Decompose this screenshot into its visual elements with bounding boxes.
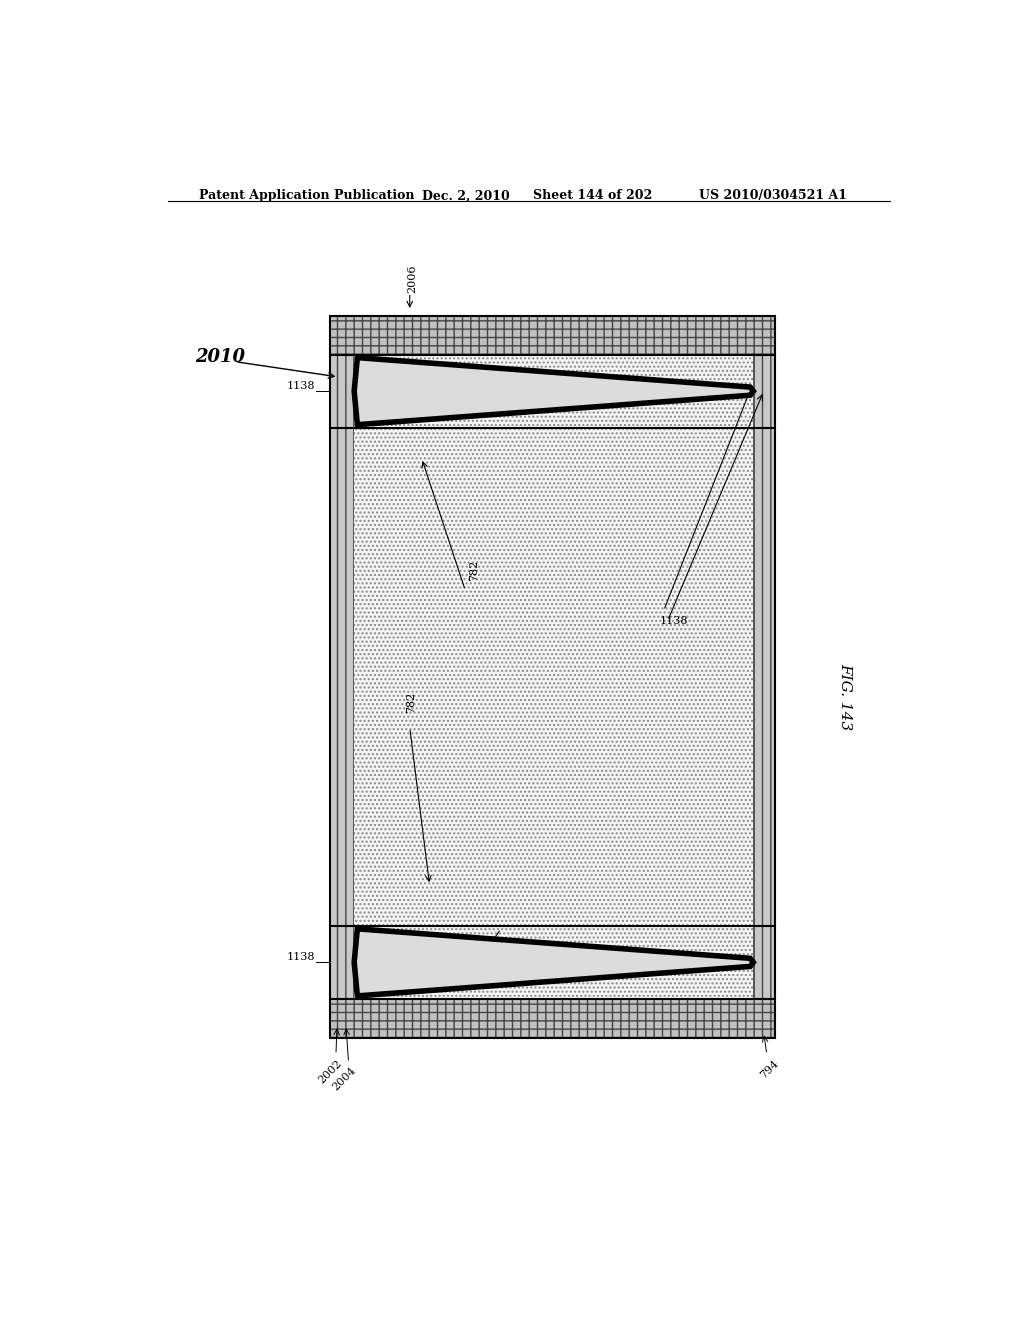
Text: 144: 144: [505, 939, 515, 960]
Text: Dec. 2, 2010: Dec. 2, 2010: [422, 189, 509, 202]
Text: 2002: 2002: [316, 1057, 344, 1085]
Text: FIG. 143: FIG. 143: [839, 664, 852, 731]
Text: 782: 782: [406, 692, 416, 713]
Text: 794: 794: [759, 1057, 781, 1080]
Text: 1138: 1138: [287, 952, 315, 962]
Bar: [331, 315, 352, 1038]
Polygon shape: [354, 358, 754, 425]
Bar: [331, 315, 775, 1038]
Text: 1138: 1138: [287, 381, 315, 391]
Text: 782: 782: [469, 560, 479, 581]
Bar: [331, 315, 775, 1038]
Polygon shape: [354, 929, 754, 995]
Text: 2010: 2010: [196, 347, 246, 366]
Text: Patent Application Publication: Patent Application Publication: [200, 189, 415, 202]
Text: 1140: 1140: [373, 929, 382, 958]
Text: 2004: 2004: [331, 1065, 357, 1092]
Bar: [331, 315, 775, 355]
Text: US 2010/0304521 A1: US 2010/0304521 A1: [699, 189, 848, 202]
Text: 1140: 1140: [373, 359, 382, 387]
Bar: [331, 999, 775, 1038]
Text: 1138: 1138: [659, 616, 688, 626]
Text: Sheet 144 of 202: Sheet 144 of 202: [532, 189, 652, 202]
Bar: [753, 315, 775, 1038]
Text: 2006: 2006: [408, 264, 418, 293]
